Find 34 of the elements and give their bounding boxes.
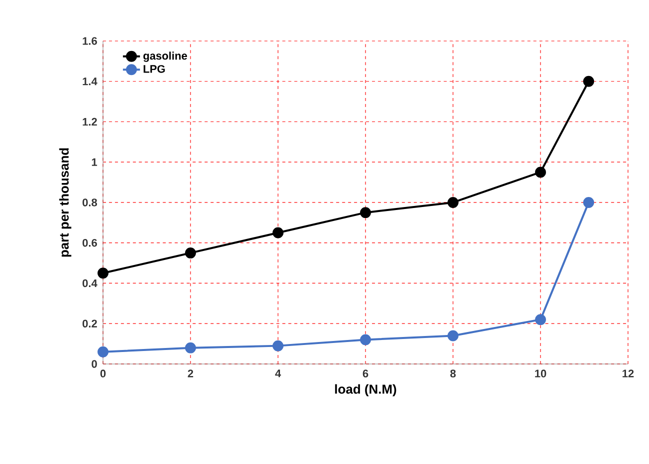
point: [448, 197, 458, 208]
x-tick-label: 4: [275, 370, 281, 378]
point: [535, 314, 546, 326]
y-tick-label: 0.6: [82, 238, 97, 247]
point: [98, 268, 108, 279]
point: [583, 76, 594, 87]
x-axis-title: load (N.M): [335, 384, 396, 396]
point: [535, 166, 546, 178]
x-tick-label: 8: [450, 370, 456, 378]
point: [185, 247, 196, 258]
point: [185, 342, 196, 354]
x-tick-label: 10: [535, 370, 546, 378]
legend-label: gasoline: [143, 52, 188, 62]
y-tick-label: 1: [92, 158, 98, 166]
y-tick-label: 1.4: [82, 78, 98, 86]
x-tick-label: 2: [188, 370, 194, 378]
y-axis-title: part per thousand: [59, 148, 72, 257]
point: [360, 334, 371, 346]
point: [272, 340, 284, 352]
point: [448, 330, 458, 342]
x-tick-label: 12: [622, 370, 634, 378]
y-tick-label: 1.6: [82, 37, 97, 45]
y-tick-label: 0.4: [82, 279, 98, 288]
x-tick-label: 0: [100, 370, 106, 378]
y-tick-label: 0: [92, 360, 97, 368]
legend-label: LPG: [144, 65, 165, 73]
point: [98, 346, 108, 358]
point: [360, 207, 371, 218]
y-tick-label: 1.2: [82, 118, 97, 126]
x-tick-label: 6: [362, 370, 368, 378]
y-tick-label: 0.8: [82, 198, 98, 206]
y-tick-label: 0.2: [82, 320, 97, 328]
point: [583, 197, 594, 208]
point: [272, 227, 284, 238]
